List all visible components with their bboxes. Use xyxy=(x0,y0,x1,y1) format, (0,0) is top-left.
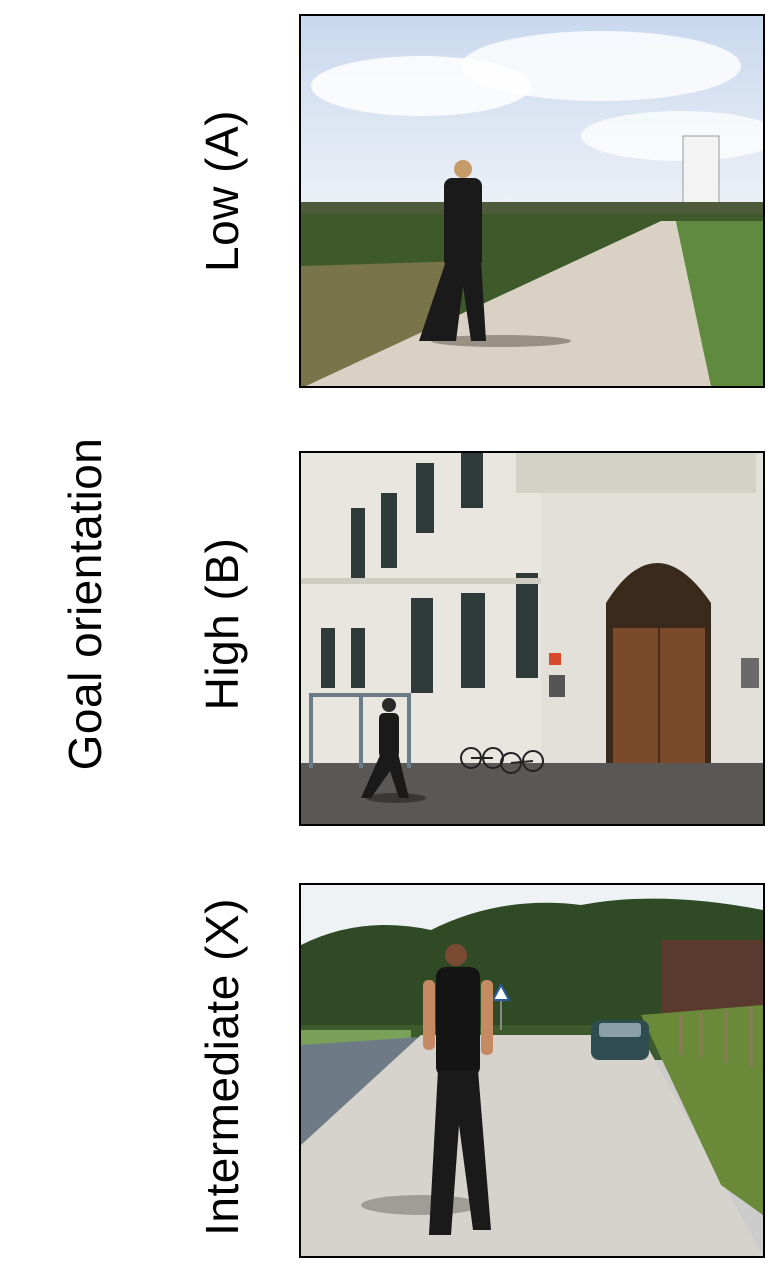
tower-block xyxy=(682,135,720,212)
plaque xyxy=(549,675,565,697)
panel-label-low: Low (A) xyxy=(196,110,248,272)
parked-car xyxy=(591,1020,649,1060)
walking-woman xyxy=(361,698,409,798)
goal-orientation-axis-title: Goal orientation xyxy=(59,437,111,771)
building-entrance-scene xyxy=(301,453,763,824)
shadow xyxy=(431,335,571,347)
field-path-scene xyxy=(301,16,763,386)
barn xyxy=(661,940,763,1015)
photo-low-field-path xyxy=(299,14,765,388)
trees xyxy=(301,898,763,1035)
cloud xyxy=(461,31,741,101)
balcony xyxy=(516,453,756,493)
grass-strip xyxy=(676,221,763,386)
cornice xyxy=(301,578,541,584)
bicycles xyxy=(460,747,544,774)
shadow xyxy=(361,1195,481,1215)
red-sign xyxy=(549,653,561,665)
country-road-scene xyxy=(301,885,763,1256)
walking-woman xyxy=(423,944,493,1235)
road-sign xyxy=(491,982,511,1030)
walking-woman xyxy=(419,160,486,341)
panel-label-high: High (B) xyxy=(196,537,248,711)
path xyxy=(306,221,711,386)
metal-railing xyxy=(309,693,411,768)
photo-intermediate-country-road xyxy=(299,883,765,1258)
tree-line xyxy=(301,202,763,216)
shadow xyxy=(366,793,426,803)
verge-right xyxy=(641,1005,763,1215)
panel-label-intermediate: Intermediate (X) xyxy=(196,898,248,1236)
fence-posts xyxy=(679,1007,753,1067)
windows xyxy=(321,453,538,693)
plaque-right xyxy=(741,658,759,688)
photo-high-building-entrance xyxy=(299,451,765,826)
